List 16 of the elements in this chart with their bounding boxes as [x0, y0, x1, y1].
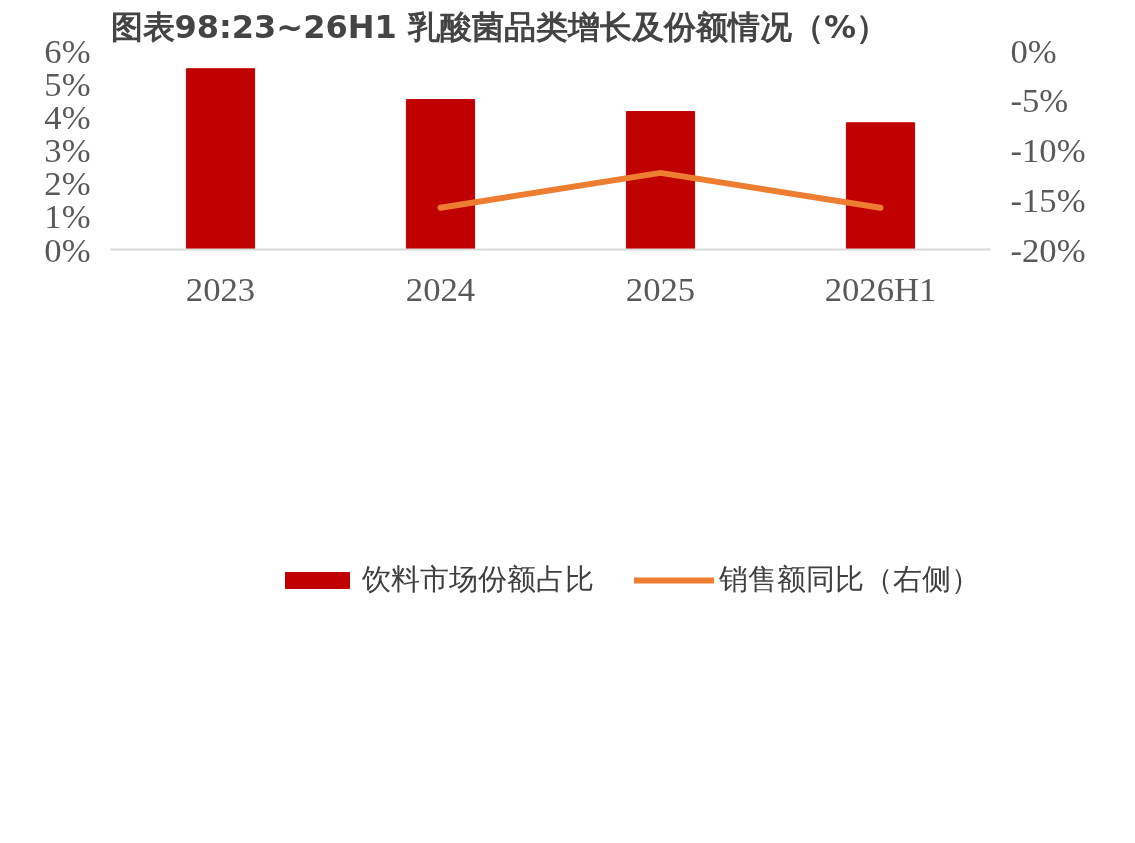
y2-tick-label: -15% [1010, 180, 1086, 219]
bar [405, 99, 476, 250]
chart-title: 图表98:23~26H1 乳酸菌品类增长及份额情况（%） [110, 7, 888, 46]
x-tick-label: 2026H1 [824, 269, 937, 308]
bar [845, 122, 916, 250]
legend-label: 饮料市场份额占比 [362, 561, 594, 598]
x-tick-label: 2025 [625, 269, 696, 308]
y2-tick-label: -20% [1010, 230, 1086, 269]
legend-label: 销售额同比（右侧） [719, 561, 980, 598]
bar [185, 68, 256, 250]
x-tick-label: 2023 [185, 269, 256, 308]
bar [625, 111, 696, 250]
y2-tick-label: -10% [1010, 131, 1086, 169]
y2-tick-label: -5% [1010, 81, 1069, 120]
y2-tick-label: 0% [1010, 31, 1057, 70]
x-tick-label: 2024 [405, 269, 476, 308]
